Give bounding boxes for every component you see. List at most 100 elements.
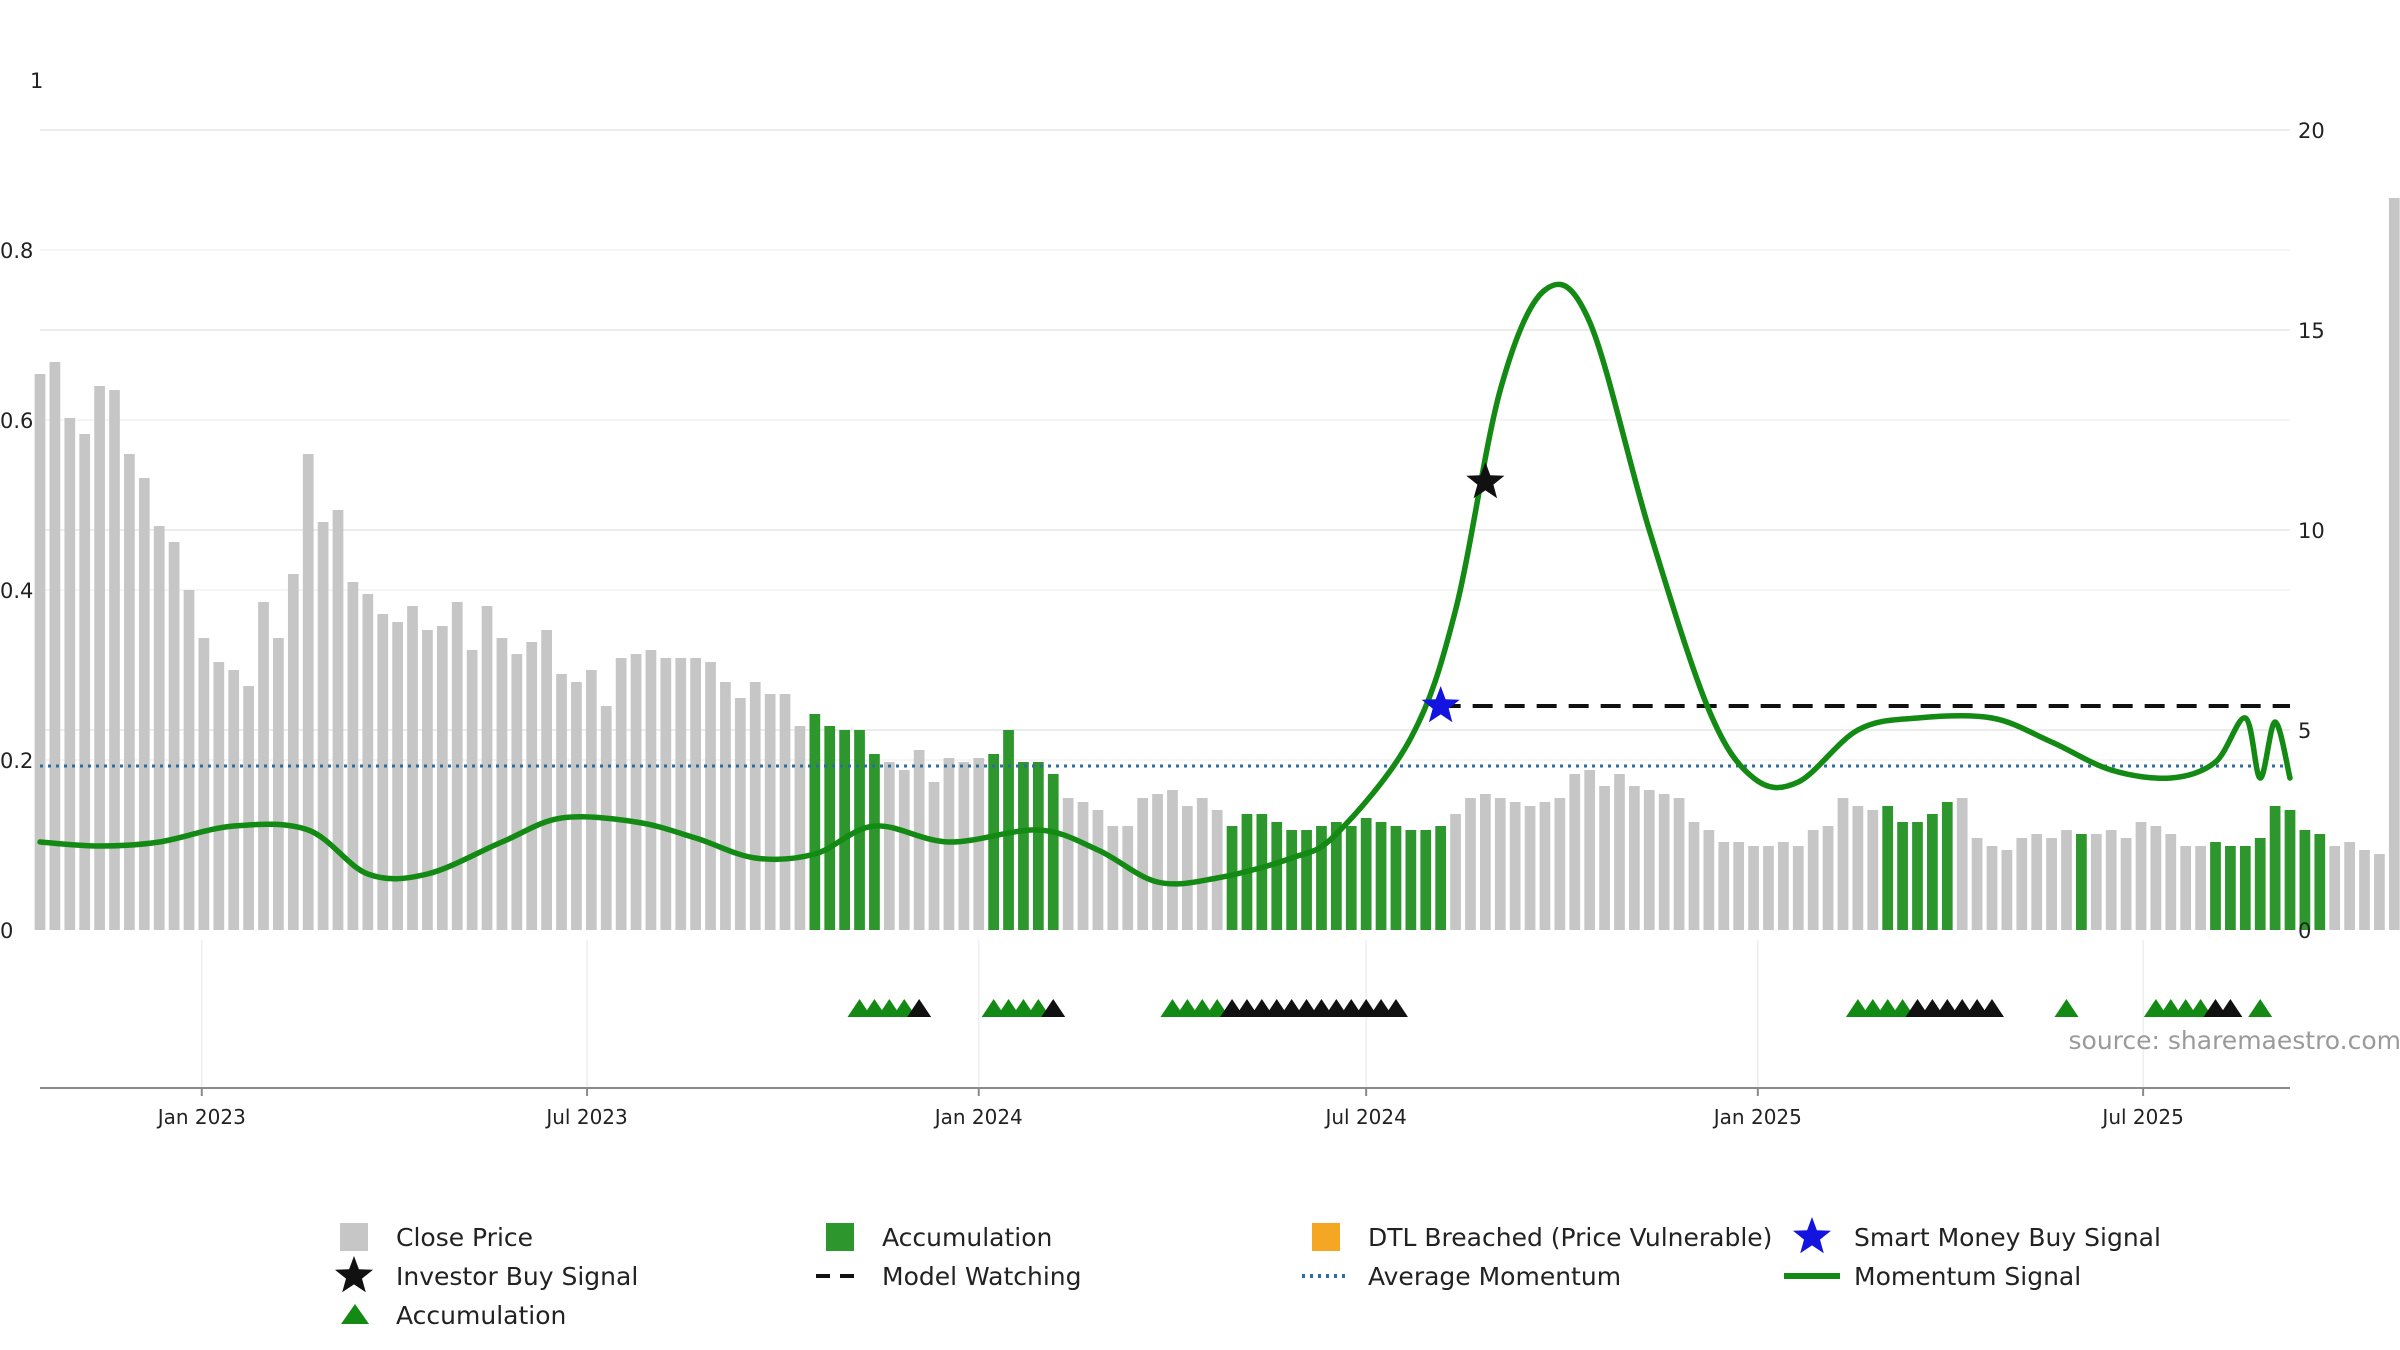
close-price-bar [273, 638, 284, 930]
close-price-bar [928, 782, 940, 930]
legend-item: Momentum Signal [1784, 1262, 2081, 1291]
close-price-bar [317, 522, 329, 930]
close-price-bar [1748, 846, 1759, 930]
legend-swatch [1312, 1223, 1340, 1251]
close-price-bar [2001, 850, 2013, 930]
close-price-bar [138, 478, 150, 930]
close-price-bar [153, 526, 165, 930]
legend-swatch [340, 1223, 368, 1251]
close-price-bar [64, 418, 76, 930]
x-tick-label: Jan 2023 [156, 1105, 246, 1129]
close-price-bar [705, 662, 716, 930]
left-tick-label: 0.2 [0, 749, 33, 773]
close-price-bar [1658, 794, 1670, 930]
accumulation-bar [1941, 802, 1953, 930]
close-price-bar [1614, 774, 1625, 930]
close-price-bar [585, 670, 597, 930]
close-price-bar [1792, 846, 1804, 930]
close-price-bar [1137, 798, 1149, 930]
legend-star-icon [335, 1256, 373, 1293]
axes: Jan 2023 Jul 2023 Jan 2024 Jul 2024 Jan 2025… [0, 69, 2325, 1129]
close-price-bar [913, 750, 925, 930]
close-price-bar [1688, 822, 1700, 930]
close-price-bar [1852, 806, 1864, 930]
momentum-signal-line [37, 281, 2293, 887]
close-price-bar [749, 682, 761, 930]
accumulation-bar [1003, 730, 1014, 930]
accumulation-bar [1032, 762, 1044, 930]
accumulation-bar [1256, 814, 1268, 930]
accumulation-bar [1360, 818, 1372, 930]
signal-lines [37, 281, 2293, 887]
close-price-bar [1629, 786, 1640, 930]
close-price-bar [764, 694, 776, 930]
close-price-bar [168, 542, 180, 930]
close-price-bar [1733, 842, 1745, 930]
accumulation-triangle [2054, 999, 2079, 1017]
accumulation-bar [2284, 810, 2296, 930]
close-price-bar [94, 386, 105, 930]
accumulation-bar [2210, 842, 2221, 930]
close-price-bar [1554, 798, 1566, 930]
close-price-bar [1807, 830, 1819, 930]
accumulation-bar [2239, 846, 2251, 930]
close-price-bar [466, 650, 478, 930]
close-price-bar [1763, 846, 1774, 930]
close-price-bar [630, 654, 642, 930]
close-price-bar [1539, 802, 1551, 930]
left-tick-label: 1 [30, 69, 43, 93]
accumulation-bar [1330, 822, 1342, 930]
accumulation-bar [2225, 846, 2236, 930]
close-price-bar [436, 626, 448, 930]
close-price-bar [645, 650, 657, 930]
close-price-bar [392, 622, 403, 930]
close-price-bar [302, 454, 314, 930]
smart-money-buy-star [1421, 686, 1460, 723]
accumulation-bar [1375, 822, 1387, 930]
close-price-bar [2344, 842, 2355, 930]
close-price-bar [243, 686, 254, 930]
accumulation-bar [1018, 762, 1029, 930]
close-price-bar [362, 594, 374, 930]
close-price-bar [2031, 834, 2043, 930]
close-price-bar [1107, 826, 1119, 930]
x-tick-label: Jul 2023 [544, 1105, 627, 1129]
close-price-bar [1494, 798, 1506, 930]
legend-label: Close Price [396, 1223, 533, 1252]
close-price-bar [1837, 798, 1849, 930]
accumulation-triangle [2248, 999, 2273, 1017]
investor-signal-triangle [1979, 999, 2004, 1017]
close-price-bar [1599, 786, 1610, 930]
close-price-bar [2359, 850, 2370, 930]
close-price-bar [1152, 794, 1163, 930]
close-price-bar [2150, 826, 2162, 930]
close-price-bar [2090, 834, 2102, 930]
close-price-bar [34, 374, 46, 930]
accumulation-bar [2076, 834, 2087, 930]
close-price-bar [1569, 774, 1581, 930]
right-tick-label: 15 [2298, 319, 2325, 343]
close-price-bar [958, 762, 970, 930]
close-price-bar [213, 662, 225, 930]
close-price-bar [898, 770, 910, 930]
legend-label: Momentum Signal [1854, 1262, 2081, 1291]
legend-star-icon [1793, 1217, 1831, 1254]
accumulation-bar [1882, 806, 1894, 930]
x-tick-label: Jan 2024 [933, 1105, 1023, 1129]
x-tick-label: Jul 2024 [1323, 1105, 1406, 1129]
close-price-bar [2388, 198, 2400, 930]
close-price-bar [2016, 838, 2028, 930]
close-price-bar [183, 590, 195, 930]
legend-label: Investor Buy Signal [396, 1262, 638, 1291]
close-price-bar [481, 606, 493, 930]
left-tick-label: 0 [0, 919, 13, 943]
close-price-bar [2180, 846, 2192, 930]
accumulation-bar [1316, 826, 1327, 930]
left-tick-label: 0.6 [0, 409, 33, 433]
close-price-bar [1480, 794, 1491, 930]
close-price-bar [526, 642, 538, 930]
signal-markers [1421, 462, 1505, 723]
legend-item: Investor Buy Signal [335, 1256, 638, 1293]
close-price-bar [1509, 802, 1521, 930]
close-price-bar [407, 606, 418, 930]
